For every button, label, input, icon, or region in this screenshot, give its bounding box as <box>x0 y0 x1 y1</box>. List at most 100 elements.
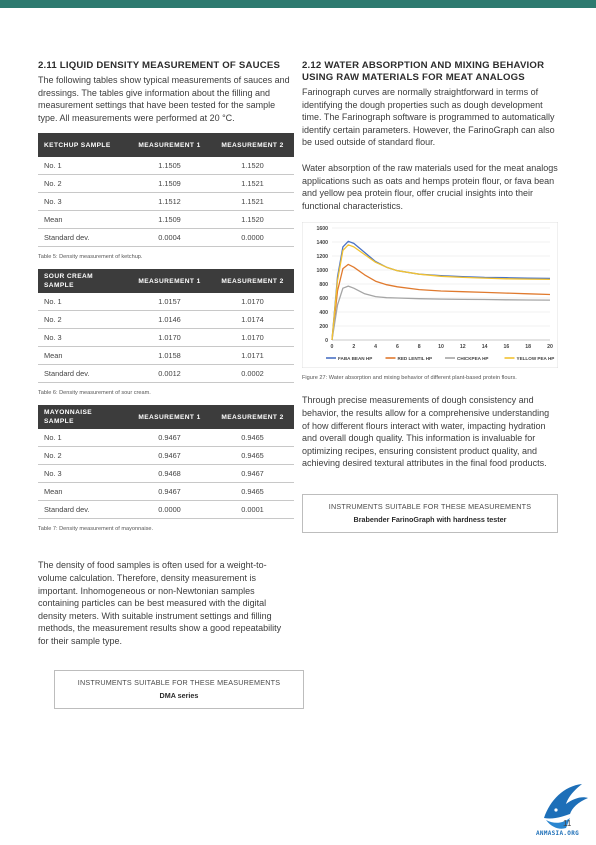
bird-logo-icon <box>544 784 588 829</box>
series-line <box>331 244 551 341</box>
x-tick-label: 0 <box>331 344 334 350</box>
table-cell: No. 3 <box>38 192 128 212</box>
chart-svg: 0 200 400 600 800 1000 1200 1400 1600 0 2 4 6 8 10 12 14… <box>301 221 559 369</box>
table-row: Mean 1.0158 1.0171 <box>38 346 294 366</box>
table-header-cell: MEASUREMENT 1 <box>128 269 211 294</box>
table-header-cell: MEASUREMENT 1 <box>128 133 211 158</box>
left-column: 2.11 LIQUID DENSITY MEASUREMENT OF SAUCE… <box>38 60 304 709</box>
table-row: Standard dev. 0.0012 0.0002 <box>38 364 294 384</box>
table-header-cell: MEASUREMENT 1 <box>128 405 211 430</box>
x-tick-label: 18 <box>525 344 531 350</box>
table-cell: 1.1505 <box>128 157 211 176</box>
logo-wordmark: ANMASIA.ORG <box>536 830 580 837</box>
table-cell: 1.0170 <box>128 328 211 348</box>
table-cell: No. 2 <box>38 174 128 194</box>
legend-label: RED LENTIL HP <box>398 356 433 361</box>
farinograph-chart: 0 200 400 600 800 1000 1200 1400 1600 0 2 4 6 8 10 12 14… <box>301 221 559 369</box>
anmasia-logo: ANMASIA.ORG <box>536 780 592 840</box>
table-row: No. 1 0.9467 0.9465 <box>38 429 294 448</box>
y-tick-label: 200 <box>319 324 328 330</box>
table-cell: Mean <box>38 482 128 502</box>
legend-label: CHICKPEA HP <box>457 356 488 361</box>
x-tick-label: 14 <box>482 344 488 350</box>
table-row: Mean 1.1509 1.1520 <box>38 210 294 230</box>
table-cell: 1.1521 <box>211 192 294 212</box>
table-row: No. 3 1.1512 1.1521 <box>38 192 294 212</box>
table-cell: No. 1 <box>38 157 128 176</box>
series-line <box>331 264 551 341</box>
results-paragraph: Through precise measurements of dough co… <box>302 395 550 469</box>
instruments-box: INSTRUMENTS SUITABLE FOR THESE MEASUREME… <box>54 669 304 709</box>
y-tick-label: 1200 <box>316 254 328 260</box>
chart-frame <box>301 221 559 369</box>
table-cell: 0.9467 <box>128 482 211 502</box>
x-tick-label: 2 <box>352 344 355 350</box>
table-caption: Table 6: Density measurement of sour cre… <box>38 390 151 397</box>
table-row: No. 3 1.0170 1.0170 <box>38 328 294 348</box>
sour-cream-table: SOUR CREAM SAMPLE MEASUREMENT 1 MEASUREM… <box>38 269 294 384</box>
table-cell: 1.1520 <box>211 157 294 176</box>
section-heading-liquid-density: 2.11 LIQUID DENSITY MEASUREMENT OF SAUCE… <box>38 60 281 71</box>
table-header-cell: MEASUREMENT 2 <box>211 133 294 158</box>
table-cell: 0.9467 <box>128 446 211 466</box>
y-tick-label: 1600 <box>316 226 328 232</box>
table-cell: Standard dev. <box>38 228 128 248</box>
table-cell: 0.0000 <box>211 228 294 248</box>
table-row: No. 2 0.9467 0.9465 <box>38 446 294 466</box>
section-heading-water-absorption: 2.12 WATER ABSORPTION AND MIXING BEHAVIO… <box>302 60 545 83</box>
x-tick-label: 4 <box>374 344 377 350</box>
instruments-box: INSTRUMENTS SUITABLE FOR THESE MEASUREME… <box>302 493 558 533</box>
farinograph-paragraph: Farinograph curves are normally straight… <box>302 87 555 148</box>
table-row: No. 2 1.1509 1.1521 <box>38 174 294 194</box>
table-header-row: KETCHUP SAMPLE MEASUREMENT 1 MEASUREMENT… <box>38 133 294 158</box>
table-row: Standard dev. 0.0000 0.0001 <box>38 500 294 520</box>
table-header-row: SOUR CREAM SAMPLE MEASUREMENT 1 MEASUREM… <box>38 269 294 294</box>
table-cell: 0.9465 <box>211 446 294 466</box>
table-cell: Mean <box>38 210 128 230</box>
table-cell: 1.0170 <box>211 328 294 348</box>
table-row: Standard dev. 0.0004 0.0000 <box>38 228 294 248</box>
table-cell: Standard dev. <box>38 364 128 384</box>
table-header-cell: MEASUREMENT 2 <box>211 269 294 294</box>
table-cell: 1.0171 <box>211 346 294 366</box>
table-header-cell: SOUR CREAM SAMPLE <box>38 269 128 294</box>
table-cell: Mean <box>38 346 128 366</box>
table-cell: 1.1512 <box>128 192 211 212</box>
intro-paragraph: The following tables show typical measur… <box>38 75 290 123</box>
x-tick-label: 8 <box>418 344 421 350</box>
instruments-box-title: INSTRUMENTS SUITABLE FOR THESE MEASUREME… <box>328 501 532 511</box>
figure-caption: Figure 27: Water absorption and mixing b… <box>302 375 517 382</box>
table-cell: 0.0004 <box>128 228 211 248</box>
table-cell: 1.0158 <box>128 346 211 366</box>
table-header-row: MAYONNAISE SAMPLE MEASUREMENT 1 MEASUREM… <box>38 405 294 430</box>
table-caption: Table 5: Density measurement of ketchup. <box>38 254 143 261</box>
table-cell: 1.0146 <box>128 310 211 330</box>
mayonnaise-table: MAYONNAISE SAMPLE MEASUREMENT 1 MEASUREM… <box>38 405 294 520</box>
y-tick-label: 600 <box>319 296 328 302</box>
table-cell: 0.0002 <box>211 364 294 384</box>
y-tick-label: 400 <box>319 310 328 316</box>
table-cell: 0.0001 <box>211 500 294 520</box>
water-absorption-paragraph: Water absorption of the raw materials us… <box>302 162 558 211</box>
table-cell: No. 1 <box>38 293 128 312</box>
table-cell: 1.0170 <box>211 293 294 312</box>
x-tick-label: 16 <box>504 344 510 350</box>
table-row: No. 1 1.1505 1.1520 <box>38 157 294 176</box>
table-cell: 0.9467 <box>211 464 294 484</box>
table-row: No. 1 1.0157 1.0170 <box>38 293 294 312</box>
x-tick-label: 12 <box>460 344 466 350</box>
right-column: 2.12 WATER ABSORPTION AND MIXING BEHAVIO… <box>301 60 559 533</box>
y-tick-label: 1400 <box>316 240 328 246</box>
table-cell: 0.0012 <box>128 364 211 384</box>
table-cell: 1.1509 <box>128 174 211 194</box>
table-header-cell: MEASUREMENT 2 <box>211 405 294 430</box>
legend-label: FABA BEAN HP <box>338 356 372 361</box>
x-tick-label: 10 <box>438 344 444 350</box>
table-cell: 0.9468 <box>128 464 211 484</box>
x-tick-label: 20 <box>547 344 553 350</box>
table-cell: 1.1509 <box>128 210 211 230</box>
y-tick-label: 800 <box>319 282 328 288</box>
top-accent-bar <box>0 0 596 8</box>
table-cell: 0.9467 <box>128 429 211 448</box>
legend-label: YELLOW PEA HP <box>517 356 555 361</box>
